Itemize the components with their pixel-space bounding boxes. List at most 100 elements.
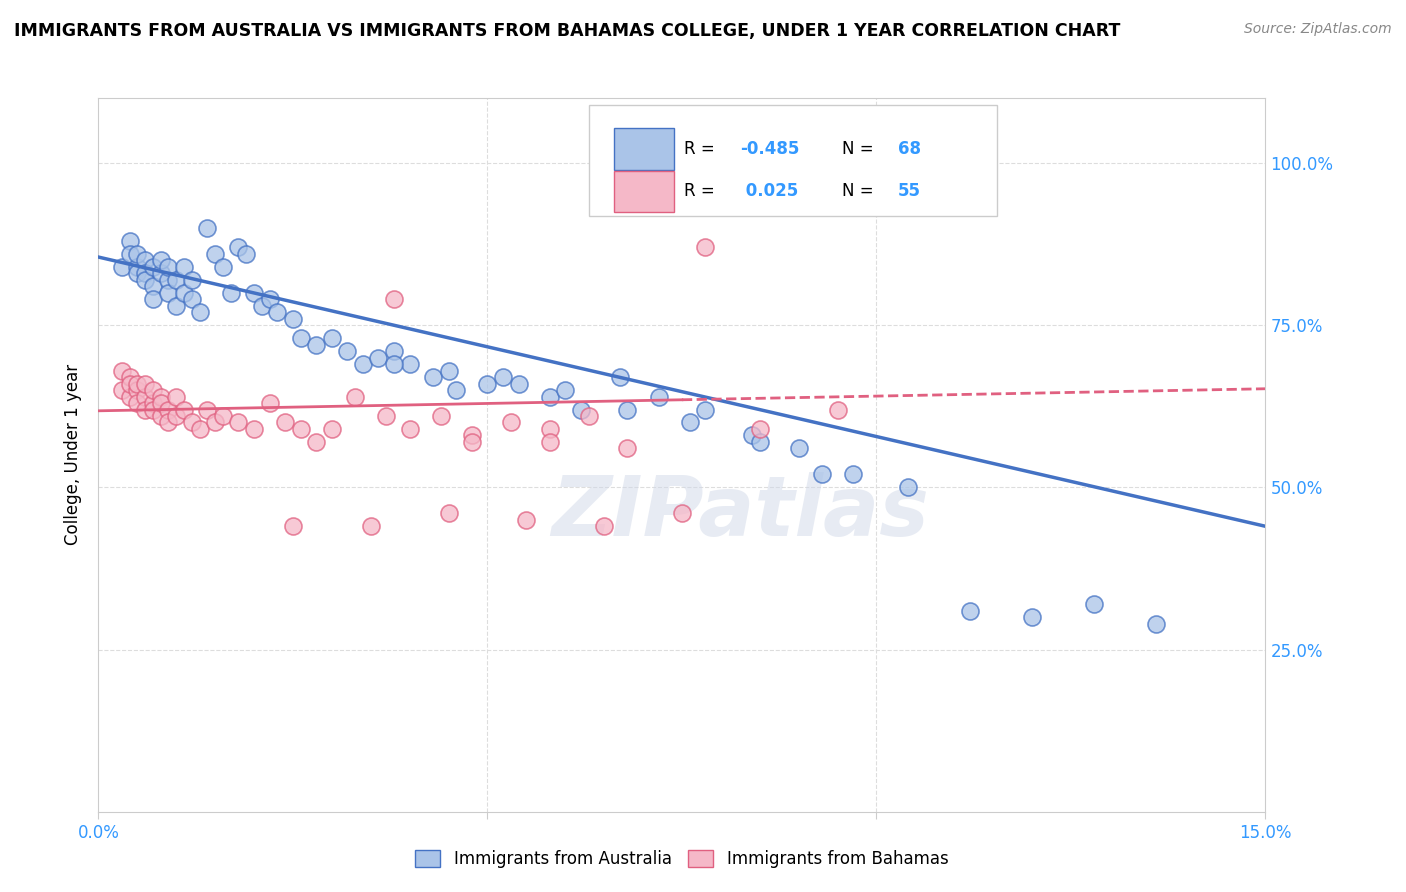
Point	[842, 467, 865, 482]
Point	[461, 434, 484, 449]
Point	[382, 357, 405, 371]
Point	[477, 376, 499, 391]
Point	[165, 299, 187, 313]
Point	[173, 402, 195, 417]
Text: -0.485: -0.485	[741, 140, 800, 158]
Point	[142, 402, 165, 417]
Point	[422, 370, 444, 384]
Point	[118, 370, 141, 384]
Point	[259, 396, 281, 410]
Text: 55: 55	[898, 182, 921, 201]
Point	[118, 390, 141, 404]
Point	[243, 285, 266, 300]
Point	[219, 285, 242, 300]
Text: R =: R =	[685, 140, 720, 158]
Point	[321, 422, 343, 436]
Point	[375, 409, 398, 423]
Point	[499, 416, 522, 430]
Point	[118, 247, 141, 261]
Point	[259, 292, 281, 306]
Point	[111, 383, 134, 397]
Point	[157, 402, 180, 417]
Point	[180, 273, 202, 287]
Point	[180, 292, 202, 306]
FancyBboxPatch shape	[614, 170, 673, 212]
Point	[127, 376, 149, 391]
Text: N =: N =	[842, 140, 879, 158]
Point	[157, 285, 180, 300]
Text: 0.025: 0.025	[741, 182, 799, 201]
FancyBboxPatch shape	[614, 128, 673, 169]
Point	[127, 260, 149, 274]
Point	[243, 422, 266, 436]
Point	[290, 331, 312, 345]
Text: ZIPatlas: ZIPatlas	[551, 472, 929, 552]
Point	[538, 434, 561, 449]
Text: R =: R =	[685, 182, 720, 201]
Point	[281, 519, 304, 533]
Point	[212, 409, 235, 423]
Point	[149, 396, 172, 410]
Point	[266, 305, 288, 319]
Point	[204, 247, 226, 261]
Point	[274, 416, 297, 430]
Point	[142, 383, 165, 397]
Point	[188, 305, 211, 319]
Point	[111, 363, 134, 377]
Point	[748, 434, 770, 449]
Point	[741, 428, 763, 442]
Text: IMMIGRANTS FROM AUSTRALIA VS IMMIGRANTS FROM BAHAMAS COLLEGE, UNDER 1 YEAR CORRE: IMMIGRANTS FROM AUSTRALIA VS IMMIGRANTS …	[14, 22, 1121, 40]
Point	[149, 390, 172, 404]
Point	[616, 442, 638, 456]
Point	[127, 247, 149, 261]
Text: Source: ZipAtlas.com: Source: ZipAtlas.com	[1244, 22, 1392, 37]
Point	[212, 260, 235, 274]
Point	[321, 331, 343, 345]
Point	[134, 390, 156, 404]
Point	[344, 390, 367, 404]
Point	[149, 409, 172, 423]
Point	[695, 240, 717, 254]
Point	[127, 383, 149, 397]
FancyBboxPatch shape	[589, 105, 997, 216]
Point	[367, 351, 389, 365]
Point	[157, 416, 180, 430]
Point	[492, 370, 515, 384]
Point	[360, 519, 382, 533]
Point	[515, 513, 537, 527]
Point	[157, 260, 180, 274]
Point	[195, 402, 218, 417]
Point	[896, 480, 918, 494]
Point	[429, 409, 451, 423]
Y-axis label: College, Under 1 year: College, Under 1 year	[65, 364, 83, 546]
Point	[149, 266, 172, 280]
Point	[188, 422, 211, 436]
Point	[959, 604, 981, 618]
Point	[127, 396, 149, 410]
Point	[1146, 616, 1168, 631]
Point	[352, 357, 374, 371]
Point	[382, 292, 405, 306]
Point	[398, 422, 420, 436]
Point	[127, 266, 149, 280]
Point	[134, 273, 156, 287]
Point	[134, 266, 156, 280]
Point	[827, 402, 849, 417]
Point	[748, 422, 770, 436]
Point	[437, 506, 460, 520]
Point	[142, 260, 165, 274]
Point	[281, 311, 304, 326]
Point	[538, 422, 561, 436]
Point	[305, 434, 328, 449]
Point	[195, 220, 218, 235]
Point	[118, 376, 141, 391]
Point	[679, 416, 702, 430]
Point	[290, 422, 312, 436]
Point	[134, 402, 156, 417]
Point	[118, 234, 141, 248]
Text: 68: 68	[898, 140, 921, 158]
Point	[446, 383, 468, 397]
Point	[616, 402, 638, 417]
Point	[228, 416, 250, 430]
Point	[142, 279, 165, 293]
